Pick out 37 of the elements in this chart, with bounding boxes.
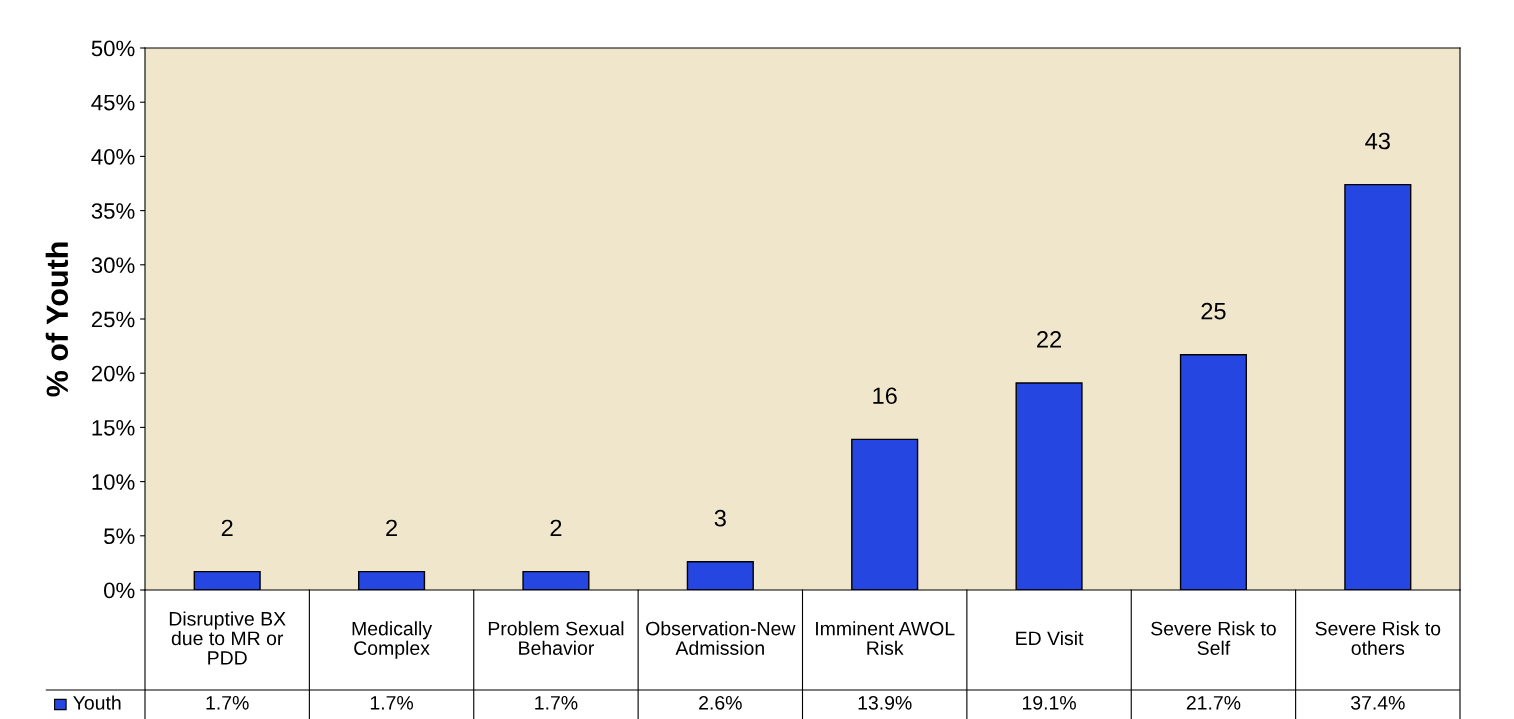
data-label: 1.7% xyxy=(370,696,414,710)
x-tick-label: Disruptive BX due to MR or PDD xyxy=(169,611,286,665)
y-axis-title: % of Youth xyxy=(45,242,69,397)
annotation: 43 xyxy=(1365,132,1390,150)
y-tick-label: 15% xyxy=(92,420,135,436)
annotation: 16 xyxy=(873,387,897,405)
data-label: 37.4% xyxy=(1350,695,1405,710)
data-label: 13.9% xyxy=(858,695,912,710)
data-label: 1.7% xyxy=(535,696,578,710)
annotation: 2 xyxy=(550,519,562,537)
y-tick-label: 35% xyxy=(91,203,135,219)
y-tick-label: 10% xyxy=(92,474,135,490)
data-label: 21.7% xyxy=(1186,695,1241,710)
x-tick-label: Medically Complex xyxy=(352,621,433,659)
x-tick-label: Severe Risk to Self xyxy=(1151,621,1276,655)
y-tick-label: 50% xyxy=(91,40,135,57)
data-label: 2.6% xyxy=(699,695,742,710)
x-tick-label: ED Visit xyxy=(1016,630,1084,646)
legend-label: Youth xyxy=(73,695,121,710)
y-tick-label: 30% xyxy=(91,257,135,274)
x-tick-label: Problem Sexual Behavior xyxy=(488,621,624,655)
x-tick-label: Severe Risk to others xyxy=(1315,621,1441,655)
data-label: 19.1% xyxy=(1022,695,1076,710)
y-tick-label: 20% xyxy=(91,365,135,382)
annotation: 22 xyxy=(1037,331,1062,348)
x-tick-label: Imminent AWOL Risk xyxy=(816,621,955,655)
annotation: 2 xyxy=(386,519,397,537)
y-tick-label: 45% xyxy=(91,94,135,111)
annotation: 3 xyxy=(714,509,726,527)
y-tick-label: 5% xyxy=(104,528,135,545)
y-tick-label: 0% xyxy=(104,582,135,599)
y-tick-label: 25% xyxy=(91,311,135,328)
annotation: 2 xyxy=(221,519,233,537)
annotation: 25 xyxy=(1201,302,1226,320)
y-tick-label: 40% xyxy=(91,148,135,165)
x-tick-label: Observation-New Admission xyxy=(646,621,796,655)
data-label: 1.7% xyxy=(206,696,249,710)
